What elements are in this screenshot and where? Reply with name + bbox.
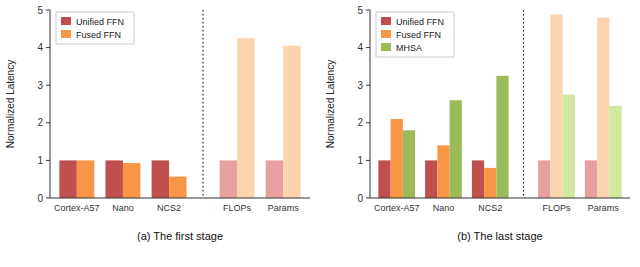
section-divider bbox=[203, 10, 204, 198]
bar bbox=[597, 18, 609, 198]
x-axis-line bbox=[370, 198, 630, 199]
bars bbox=[59, 38, 300, 198]
legend: Unified FFN Fused FFN MHSA bbox=[376, 12, 454, 57]
y-tick-label: 5 bbox=[37, 5, 43, 16]
chart-panel: 0 1 2 3 4 5 Cortex-A57 Nano NCS2 FLOPs Params Norma… bbox=[5, 5, 310, 243]
y-tick-label: 4 bbox=[357, 42, 363, 53]
legend-label: MHSA bbox=[396, 43, 422, 53]
legend: Unified FFN Fused FFN bbox=[56, 12, 134, 44]
legend-label: Fused FFN bbox=[76, 30, 121, 40]
x-tick-label: NCS2 bbox=[478, 203, 502, 213]
chart-panel: 0 1 2 3 4 5 Cortex-A57 Nano NCS2 FLOPs Params Norma… bbox=[325, 5, 630, 243]
y-tick bbox=[46, 160, 50, 161]
y-tick bbox=[46, 198, 50, 199]
y-tick-label: 0 bbox=[37, 193, 43, 204]
y-tick-label: 2 bbox=[37, 117, 43, 128]
y-tick-label: 4 bbox=[37, 42, 43, 53]
bar bbox=[563, 95, 575, 198]
bar bbox=[169, 177, 186, 198]
bar bbox=[496, 76, 508, 198]
figure: 0 1 2 3 4 5 Cortex-A57 Nano NCS2 FLOPs Params Norma… bbox=[0, 0, 640, 267]
x-tick-label: FLOPs bbox=[223, 203, 252, 213]
x-tick-label: Cortex-A57 bbox=[54, 203, 100, 213]
bar bbox=[403, 130, 415, 198]
y-tick-label: 1 bbox=[357, 155, 363, 166]
y-tick bbox=[46, 47, 50, 48]
bar bbox=[105, 160, 122, 198]
y-axis-line bbox=[50, 10, 51, 198]
bar bbox=[585, 160, 597, 198]
y-tick-label: 2 bbox=[357, 117, 363, 128]
bar bbox=[378, 160, 390, 198]
y-tick bbox=[366, 85, 370, 86]
y-tick-label: 0 bbox=[357, 193, 363, 204]
chart-title: (b) The last stage bbox=[457, 230, 542, 242]
y-tick bbox=[366, 160, 370, 161]
bar bbox=[550, 15, 562, 198]
bar bbox=[283, 46, 300, 198]
x-tick-label: Nano bbox=[433, 203, 455, 213]
legend-label: Unified FFN bbox=[396, 17, 444, 27]
bar bbox=[237, 38, 254, 198]
y-tick bbox=[366, 10, 370, 11]
y-tick-label: 3 bbox=[37, 80, 43, 91]
x-tick-label: NCS2 bbox=[157, 203, 181, 213]
x-tick-label: Params bbox=[588, 203, 620, 213]
x-tick-label: Cortex-A57 bbox=[374, 203, 420, 213]
legend-label: Fused FFN bbox=[396, 30, 441, 40]
legend-swatch bbox=[381, 30, 391, 38]
bar bbox=[220, 160, 237, 198]
y-tick bbox=[46, 85, 50, 86]
legend-label: Unified FFN bbox=[76, 17, 124, 27]
legend-swatch bbox=[381, 43, 391, 51]
bar bbox=[538, 160, 550, 198]
section-divider bbox=[523, 10, 524, 198]
x-tick-label: FLOPs bbox=[543, 203, 572, 213]
bar bbox=[391, 119, 403, 198]
y-tick bbox=[46, 10, 50, 11]
bar bbox=[472, 160, 484, 198]
y-tick bbox=[366, 47, 370, 48]
bar bbox=[484, 168, 496, 198]
y-axis-label: Normalized Latency bbox=[325, 60, 336, 148]
legend-swatch bbox=[61, 30, 71, 38]
bar bbox=[437, 145, 449, 198]
y-axis-label: Normalized Latency bbox=[5, 60, 16, 148]
legend-swatch bbox=[61, 17, 71, 25]
x-axis-line bbox=[50, 198, 310, 199]
legend-box bbox=[376, 12, 454, 57]
y-tick-label: 3 bbox=[357, 80, 363, 91]
y-tick-label: 5 bbox=[357, 5, 363, 16]
y-axis-line bbox=[370, 10, 371, 198]
y-tick bbox=[366, 198, 370, 199]
legend-swatch bbox=[381, 17, 391, 25]
bar bbox=[609, 106, 621, 198]
x-tick-label: Params bbox=[268, 203, 300, 213]
bar bbox=[450, 100, 462, 198]
bar bbox=[123, 163, 140, 198]
chart-title: (a) The first stage bbox=[137, 230, 223, 242]
y-tick bbox=[46, 122, 50, 123]
y-tick-label: 1 bbox=[37, 155, 43, 166]
x-tick-label: Nano bbox=[112, 203, 134, 213]
bar bbox=[59, 160, 76, 198]
y-tick bbox=[366, 122, 370, 123]
bar bbox=[425, 160, 437, 198]
bar bbox=[152, 160, 169, 198]
bar bbox=[77, 160, 94, 198]
bars bbox=[378, 15, 621, 198]
bar bbox=[266, 160, 283, 198]
legend-box bbox=[56, 12, 134, 44]
